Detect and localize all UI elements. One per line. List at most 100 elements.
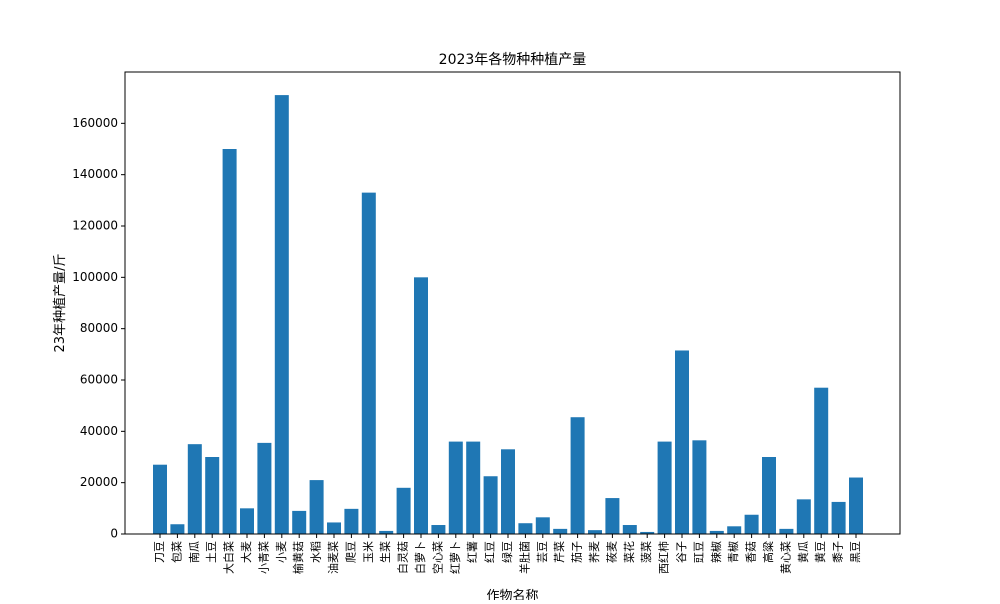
bar-5 (240, 508, 254, 534)
bar-20 (501, 449, 515, 534)
x-tick-label: 红薯 (466, 541, 479, 563)
x-tick-label: 生菜 (378, 541, 392, 563)
y-tick-label: 100000 (72, 270, 118, 284)
x-tick-label: 黄瓜 (796, 541, 810, 563)
plot-frame (124, 71, 901, 535)
bar-26 (605, 498, 620, 534)
bar-27 (622, 525, 637, 534)
x-tick-label: 黑豆 (849, 541, 862, 563)
bar-3 (205, 457, 220, 534)
x-tick-label: 茄子 (570, 541, 584, 563)
bar-17 (448, 441, 463, 534)
x-tick-label: 小青菜 (257, 541, 270, 574)
x-tick-label: 青椒 (726, 541, 740, 563)
bar-0 (153, 464, 167, 534)
bar-29 (657, 441, 672, 534)
bar-33 (727, 526, 742, 534)
bar-38 (814, 387, 829, 534)
y-tick-label: 0 (110, 527, 118, 541)
bar-40 (849, 477, 863, 534)
x-tick-label: 小麦 (275, 541, 288, 563)
x-tick-label: 爬豆 (344, 541, 357, 563)
bar-2 (187, 444, 202, 534)
x-tick-label: 西红柿 (657, 541, 671, 574)
bar-15 (414, 277, 428, 534)
x-tick-label: 大白菜 (222, 541, 236, 574)
y-tick-label: 160000 (72, 116, 118, 130)
x-tick-label: 芸豆 (536, 541, 549, 563)
y-tick-label: 120000 (72, 219, 118, 233)
x-axis: 刀豆 包菜 南瓜 土豆 大白菜 大麦 小青菜 小麦 榆黄菇 水稻 油麦菜 爬豆 玉米 生菜 白灵菇 白萝卜 空心… (153, 534, 862, 574)
x-tick-label: 白灵菇 (396, 541, 410, 574)
x-tick-label: 辣椒 (709, 541, 723, 563)
bar-28 (640, 531, 655, 534)
bars-group (153, 95, 863, 534)
x-tick-label: 谷子 (675, 541, 688, 563)
y-tick-label: 80000 (80, 321, 118, 335)
bar-14 (396, 487, 411, 534)
bar-31 (692, 440, 707, 534)
x-tick-label: 荞麦 (588, 541, 601, 563)
y-axis-label: 23年种植产量/斤 (53, 254, 68, 353)
bar-13 (379, 530, 394, 534)
bar-22 (535, 517, 550, 534)
x-tick-label: 黄心菜 (778, 541, 792, 574)
bar-8 (292, 510, 307, 534)
x-tick-label: 红萝卜 (449, 541, 462, 574)
bar-7 (274, 95, 289, 534)
bar-35 (762, 457, 776, 534)
x-tick-label: 羊肚菌 (517, 541, 531, 574)
bar-10 (327, 522, 341, 534)
x-tick-label: 大麦 (239, 541, 253, 563)
bar-16 (431, 525, 446, 534)
bar-4 (222, 149, 237, 534)
bar-32 (709, 530, 724, 534)
bar-1 (170, 524, 185, 534)
y-tick-label: 40000 (80, 424, 118, 438)
bar-11 (344, 508, 359, 534)
bar-30 (675, 350, 689, 534)
bar-34 (744, 514, 759, 534)
x-tick-label: 空心菜 (430, 541, 444, 574)
x-tick-label: 油麦菜 (326, 541, 340, 574)
x-axis-label: 作物名称 (486, 588, 538, 600)
x-tick-label: 土豆 (205, 541, 218, 563)
x-tick-label: 芹菜 (553, 541, 566, 563)
bar-24 (570, 417, 585, 534)
bar-36 (779, 528, 794, 534)
x-tick-label: 豇豆 (692, 541, 705, 563)
x-tick-label: 菠菜 (640, 541, 653, 563)
x-tick-label: 白萝卜 (413, 541, 427, 574)
bar-39 (831, 501, 846, 534)
x-tick-label: 红豆 (484, 541, 497, 563)
bar-18 (466, 441, 481, 534)
x-tick-label: 高粱 (761, 541, 775, 563)
x-tick-label: 包菜 (170, 541, 183, 563)
x-tick-label: 香菇 (744, 541, 758, 563)
y-tick-label: 20000 (80, 475, 118, 489)
x-tick-label: 黍子 (832, 541, 845, 563)
x-tick-label: 黄豆 (813, 541, 827, 563)
bar-37 (796, 499, 811, 534)
x-tick-label: 榆黄菇 (291, 541, 305, 574)
x-tick-label: 水稻 (310, 541, 323, 563)
x-tick-label: 玉米 (362, 541, 375, 563)
x-tick-label: 绿豆 (500, 541, 514, 563)
bar-19 (483, 476, 498, 534)
x-tick-label: 南瓜 (188, 541, 201, 563)
x-tick-label: 莜麦 (605, 541, 618, 563)
y-axis: 0 20000 40000 60000 80000 100000 120000 140000 1… (72, 116, 125, 541)
y-tick-label: 60000 (80, 373, 118, 387)
bar-25 (588, 530, 602, 534)
x-tick-label: 刀豆 (153, 541, 166, 563)
chart-title: 2023年各物种种植产量 (439, 52, 587, 68)
x-tick-label: 菜花 (623, 541, 636, 563)
bar-6 (257, 442, 272, 534)
y-tick-label: 140000 (72, 167, 118, 181)
bar-9 (309, 480, 324, 534)
bar-23 (553, 528, 568, 534)
bar-12 (361, 192, 376, 534)
bar-21 (518, 523, 533, 534)
